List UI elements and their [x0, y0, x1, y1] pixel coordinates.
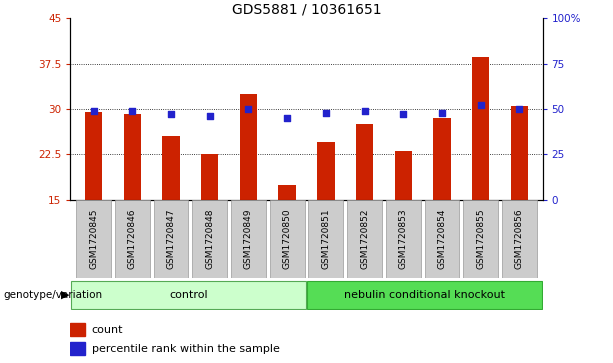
Text: GSM1720852: GSM1720852 [360, 208, 369, 269]
Point [282, 115, 292, 121]
Point [128, 108, 137, 114]
Bar [192, 200, 227, 278]
Bar [162, 136, 180, 200]
Text: GSM1720846: GSM1720846 [128, 208, 137, 269]
Bar [70, 323, 85, 337]
Bar [463, 200, 498, 278]
Point [514, 106, 524, 112]
Bar [71, 281, 306, 309]
Point [89, 108, 99, 114]
Text: GSM1720853: GSM1720853 [398, 208, 408, 269]
Point [437, 110, 447, 115]
Bar [124, 114, 141, 200]
Text: genotype/variation: genotype/variation [3, 290, 102, 300]
Text: GSM1720856: GSM1720856 [515, 208, 524, 269]
Text: GSM1720854: GSM1720854 [438, 208, 446, 269]
Bar [472, 57, 489, 200]
Text: GSM1720847: GSM1720847 [167, 208, 175, 269]
Text: GSM1720855: GSM1720855 [476, 208, 485, 269]
Bar [115, 200, 150, 278]
Text: nebulin conditional knockout: nebulin conditional knockout [344, 290, 505, 300]
Bar [240, 94, 257, 200]
Bar [433, 118, 451, 200]
Bar [347, 200, 382, 278]
Text: GSM1720848: GSM1720848 [205, 208, 215, 269]
Point [243, 106, 253, 112]
Point [476, 102, 485, 108]
Bar [356, 124, 373, 200]
Text: ▶: ▶ [61, 290, 70, 300]
Bar [425, 200, 459, 278]
Bar [278, 184, 296, 200]
Point [360, 108, 370, 114]
Point [205, 113, 215, 119]
Point [398, 111, 408, 117]
Point [321, 110, 331, 115]
Bar [270, 200, 305, 278]
Text: GSM1720845: GSM1720845 [89, 208, 98, 269]
Bar [231, 200, 266, 278]
Text: count: count [92, 325, 123, 335]
Bar [317, 142, 335, 200]
Bar [502, 200, 537, 278]
Text: control: control [169, 290, 208, 300]
Title: GDS5881 / 10361651: GDS5881 / 10361651 [232, 3, 381, 17]
Bar [511, 106, 528, 200]
Text: percentile rank within the sample: percentile rank within the sample [92, 344, 280, 354]
Bar [70, 342, 85, 355]
Bar [76, 200, 111, 278]
Bar [395, 151, 412, 200]
Text: GSM1720851: GSM1720851 [321, 208, 330, 269]
Text: GSM1720849: GSM1720849 [244, 208, 253, 269]
Bar [154, 200, 189, 278]
Bar [85, 112, 102, 200]
Bar [201, 154, 218, 200]
Bar [308, 200, 343, 278]
Bar [386, 200, 421, 278]
Bar [307, 281, 542, 309]
Text: GSM1720850: GSM1720850 [283, 208, 292, 269]
Point [166, 111, 176, 117]
